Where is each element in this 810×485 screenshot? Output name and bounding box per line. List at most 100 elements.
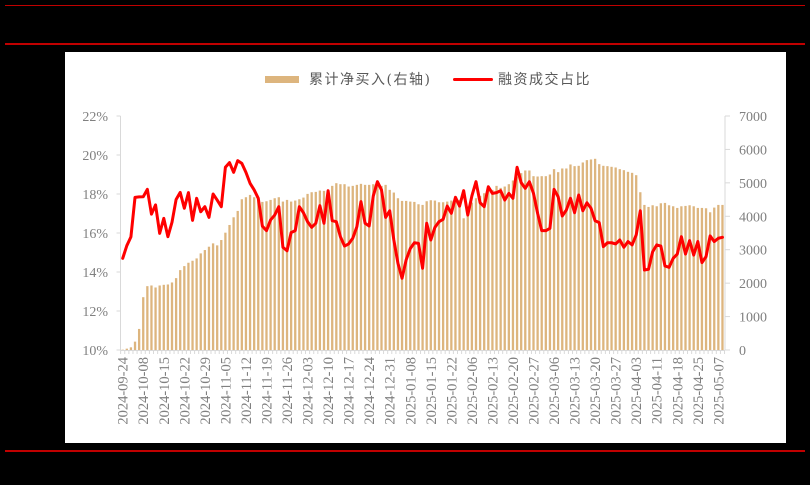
left-axis-label: 20% bbox=[82, 149, 108, 164]
bar bbox=[524, 170, 527, 350]
bar bbox=[216, 245, 219, 350]
bar bbox=[294, 200, 297, 350]
bar bbox=[162, 284, 165, 350]
bar bbox=[692, 206, 695, 350]
bar bbox=[174, 278, 178, 350]
x-axis-label: 2024-11-19 bbox=[259, 357, 275, 424]
bar bbox=[622, 170, 626, 350]
bar bbox=[700, 207, 704, 350]
bar bbox=[618, 169, 621, 350]
bar bbox=[466, 207, 469, 350]
bar bbox=[211, 243, 215, 350]
bar bbox=[253, 197, 256, 350]
bar bbox=[606, 166, 609, 350]
bar bbox=[565, 168, 568, 350]
bar bbox=[602, 165, 605, 350]
bar bbox=[142, 297, 145, 350]
bar bbox=[630, 172, 634, 350]
bar bbox=[322, 190, 326, 350]
bar bbox=[454, 200, 457, 350]
bar bbox=[577, 165, 580, 350]
bar bbox=[598, 164, 601, 350]
bar bbox=[548, 174, 552, 350]
bar bbox=[413, 201, 416, 350]
x-axis-label: 2024-10-22 bbox=[177, 357, 193, 425]
bar bbox=[392, 192, 395, 350]
x-axis-label: 2025-02-13 bbox=[485, 357, 501, 425]
header-rule-thick bbox=[5, 43, 805, 45]
x-axis-label: 2025-02-20 bbox=[506, 357, 522, 425]
bar bbox=[298, 199, 301, 350]
bar bbox=[318, 190, 322, 350]
bar bbox=[655, 206, 658, 350]
bar bbox=[581, 162, 584, 350]
bar bbox=[478, 195, 482, 350]
bar bbox=[179, 270, 182, 350]
bar bbox=[462, 218, 465, 350]
bar bbox=[589, 159, 593, 350]
bar bbox=[232, 217, 235, 350]
x-axis-label: 2025-02-27 bbox=[527, 357, 543, 425]
left-axis-label: 22% bbox=[82, 110, 108, 125]
bar bbox=[388, 189, 391, 350]
x-axis-label: 2024-10-08 bbox=[136, 357, 152, 425]
left-axis-label: 10% bbox=[82, 344, 108, 359]
bar bbox=[507, 184, 510, 350]
bar bbox=[289, 201, 293, 350]
x-axis-label: 2024-12-24 bbox=[362, 356, 378, 424]
bar bbox=[499, 187, 502, 350]
bar bbox=[659, 203, 662, 350]
bar bbox=[257, 199, 260, 350]
right-axis-label: 7000 bbox=[739, 110, 767, 125]
footer-rule bbox=[5, 450, 805, 452]
right-axis-label: 6000 bbox=[739, 143, 767, 158]
x-axis-label: 2025-04-25 bbox=[691, 357, 707, 425]
bar bbox=[503, 186, 506, 350]
bar bbox=[326, 189, 330, 350]
bar bbox=[339, 184, 342, 350]
x-axis-label: 2024-11-05 bbox=[218, 357, 234, 424]
bar bbox=[302, 197, 305, 350]
bar bbox=[483, 193, 486, 350]
bar bbox=[511, 180, 515, 350]
x-axis-label: 2025-05-07 bbox=[711, 357, 727, 425]
bar bbox=[704, 208, 708, 350]
bar bbox=[314, 191, 317, 350]
bar bbox=[277, 197, 280, 350]
bar bbox=[667, 205, 671, 350]
bar bbox=[265, 201, 268, 350]
x-axis-label: 2024-10-29 bbox=[198, 357, 214, 425]
bar bbox=[528, 170, 531, 350]
x-axis-label: 2025-01-22 bbox=[444, 357, 460, 425]
bar bbox=[281, 201, 285, 350]
bar bbox=[191, 260, 194, 350]
bar bbox=[569, 164, 572, 350]
bar bbox=[372, 184, 375, 350]
bar bbox=[713, 207, 716, 350]
bar bbox=[396, 198, 400, 350]
bar bbox=[248, 194, 252, 350]
x-axis-label: 2024-10-15 bbox=[157, 357, 173, 425]
legend-label-financing-ratio: 融资成交占比 bbox=[498, 72, 591, 88]
bar bbox=[520, 173, 523, 350]
bar bbox=[203, 250, 207, 350]
x-axis-label: 2025-04-11 bbox=[650, 357, 666, 424]
right-axis-label: 2000 bbox=[739, 277, 767, 292]
bar bbox=[220, 240, 223, 350]
left-axis-label: 18% bbox=[82, 188, 108, 203]
left-axis-label: 16% bbox=[82, 227, 108, 242]
bar bbox=[154, 287, 157, 350]
bar bbox=[487, 191, 490, 350]
bar bbox=[635, 175, 638, 350]
bar bbox=[639, 192, 642, 350]
axes: 22% 20% 18% 16% 14% 12% 10% 7000 6000 5000 4000 300… bbox=[82, 110, 767, 425]
bar bbox=[446, 201, 449, 350]
bar bbox=[285, 199, 289, 350]
legend-line-swatch-icon bbox=[453, 77, 493, 81]
bar bbox=[557, 172, 560, 350]
bar bbox=[561, 168, 564, 350]
bar bbox=[610, 166, 613, 350]
bar bbox=[363, 184, 367, 350]
bar bbox=[474, 198, 478, 350]
